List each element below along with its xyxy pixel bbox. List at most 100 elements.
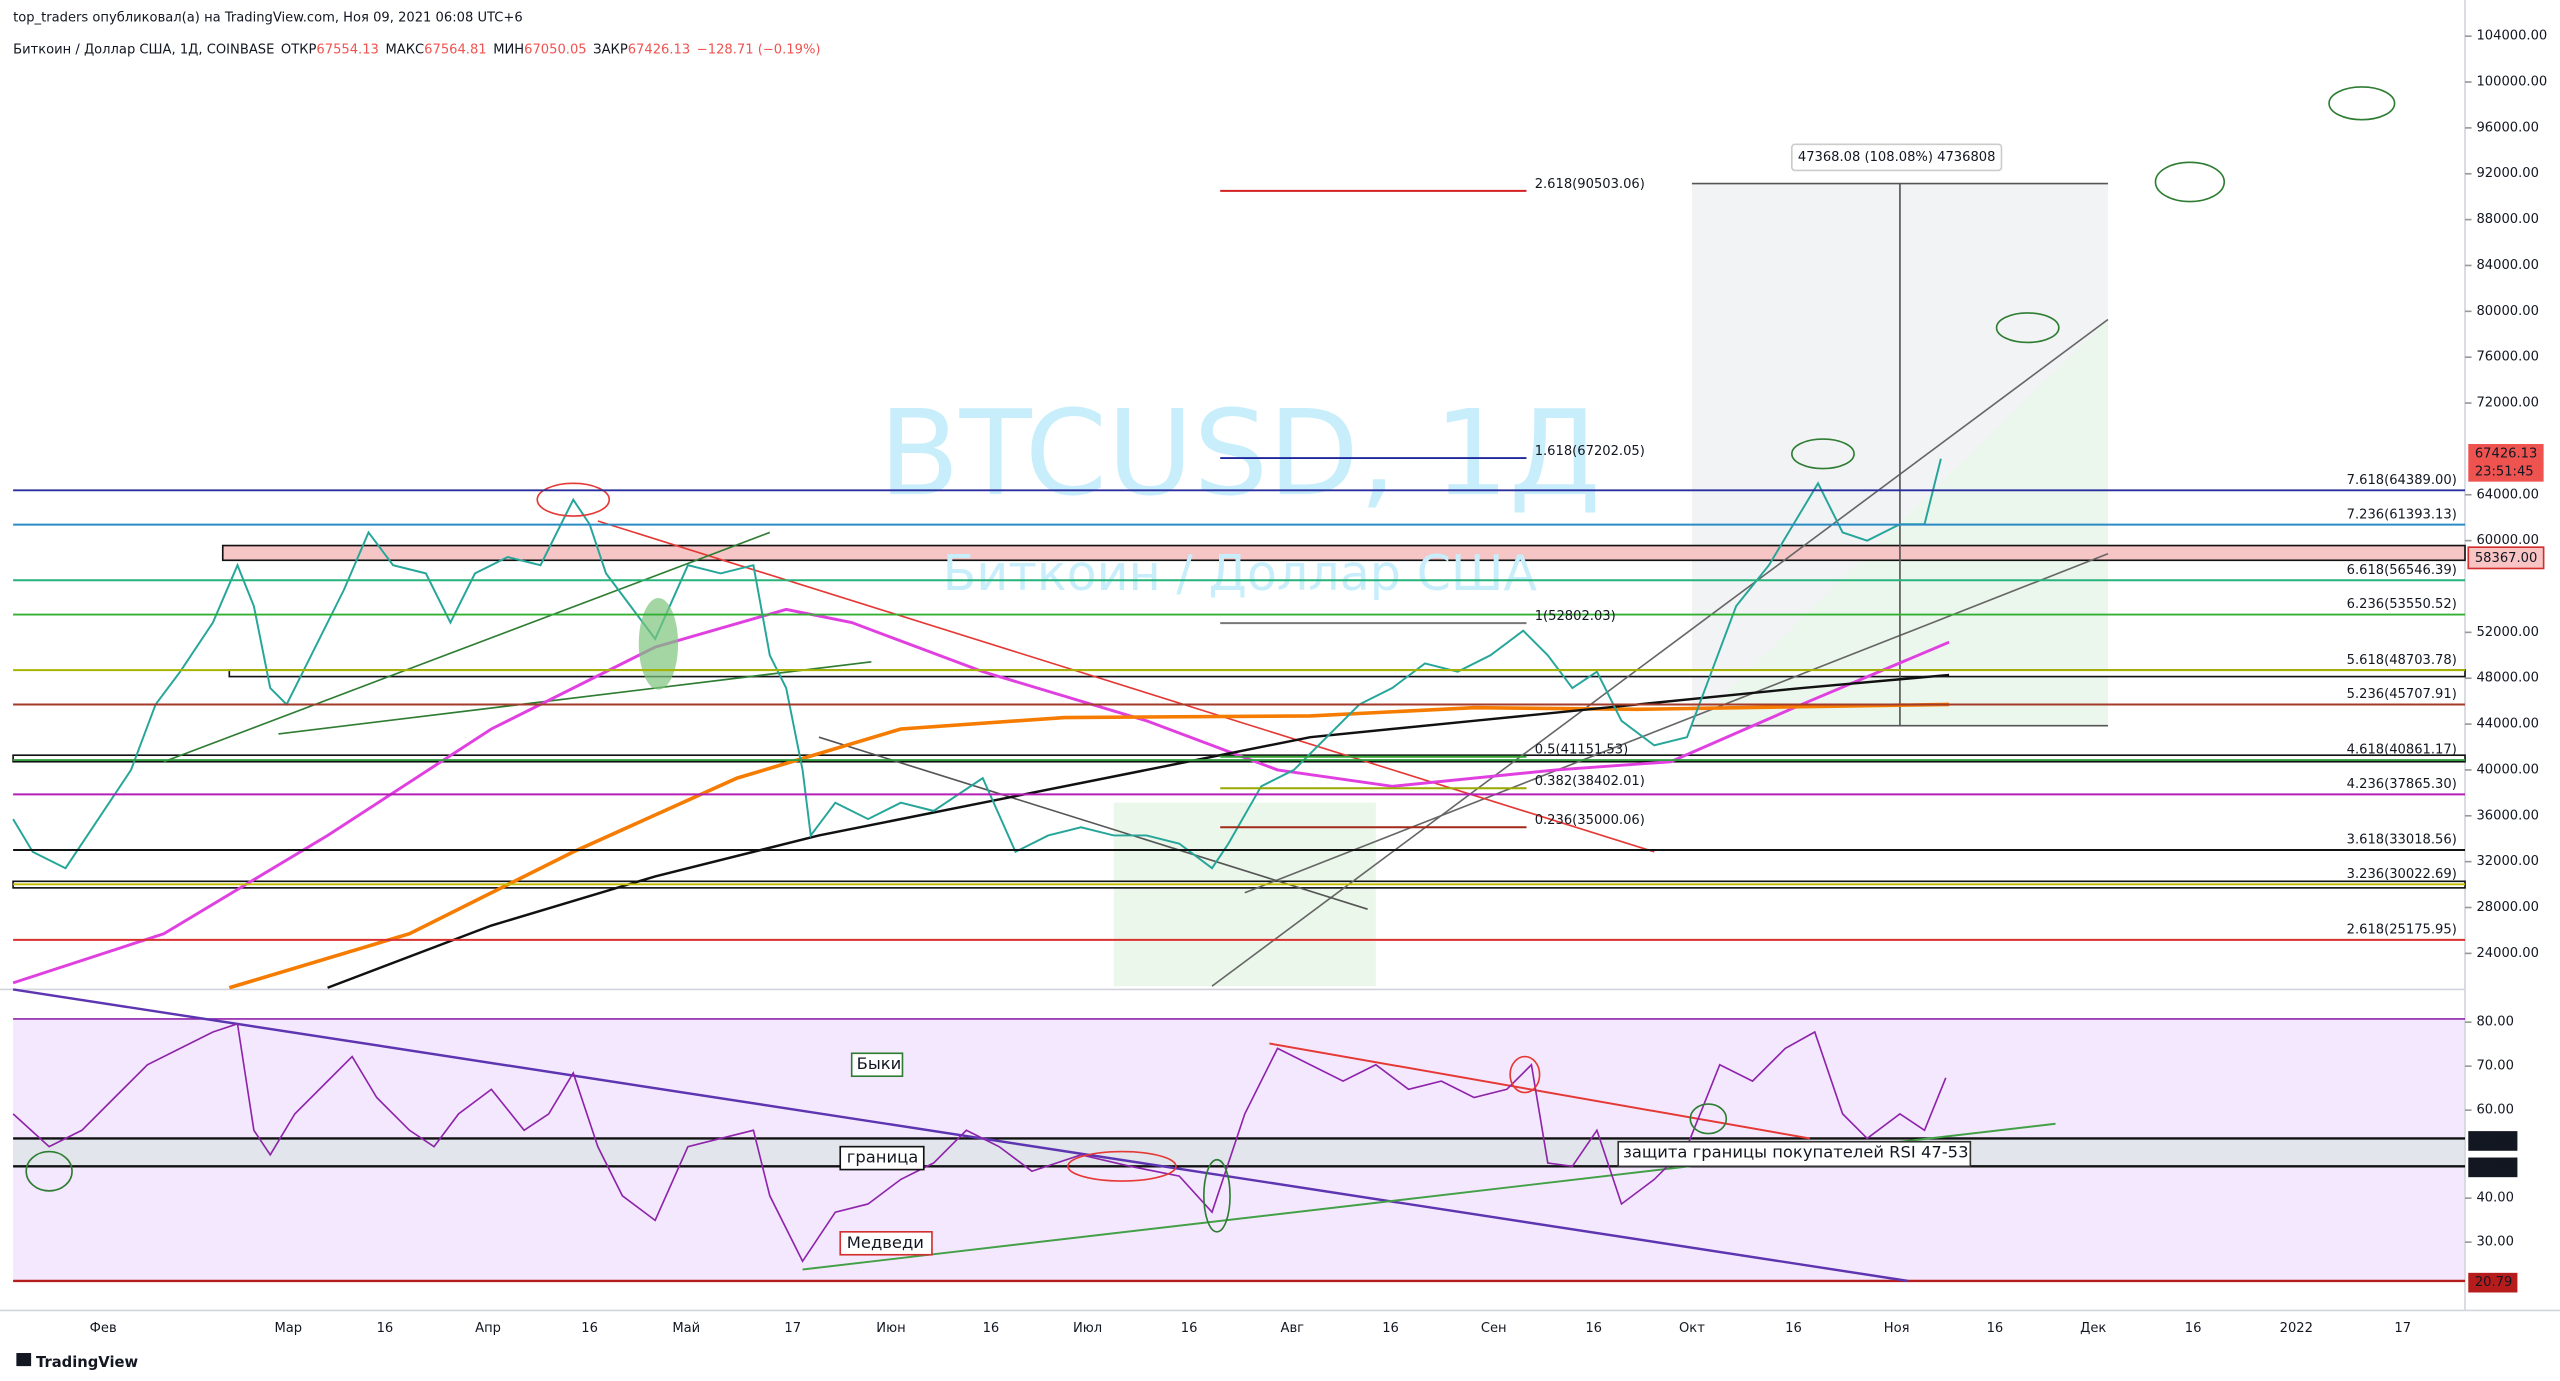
logo-mark	[16, 1353, 32, 1367]
time-tick-label: 17	[2394, 1321, 2411, 1336]
fib-label: 4.618(40861.17)	[2347, 743, 2457, 758]
moving-average	[228, 702, 1950, 990]
time-tick-label: Сен	[1481, 1321, 1507, 1336]
price-tick-label: 64000.00	[2476, 487, 2538, 502]
rsi-tag	[2468, 1272, 2518, 1293]
time-tick-label: 16	[1987, 1321, 2004, 1336]
level-tag: 58367.00	[2475, 551, 2537, 566]
highlight	[1995, 312, 2060, 344]
price-tick-label: 76000.00	[2476, 350, 2538, 365]
fib-label: 6.236(53550.52)	[2347, 597, 2457, 612]
time-tick-label: 16	[1181, 1321, 1198, 1336]
rsi-trend	[1269, 1042, 1811, 1140]
price-tick-label: 48000.00	[2476, 671, 2538, 686]
highlight	[1203, 1158, 1231, 1233]
fib-label: 7.236(61393.13)	[2347, 507, 2457, 522]
rsi-tick-label: 80.00	[2476, 1015, 2514, 1030]
publisher: top_traders опубликовал(а) на TradingVie…	[13, 11, 523, 26]
footer: TradingView	[36, 1354, 138, 1371]
trend-line	[163, 531, 771, 763]
rsi-tag-label: 20.79	[2475, 1275, 2513, 1290]
fib-label: 0.382(38402.01)	[1535, 774, 1645, 789]
price-tick-label: 84000.00	[2476, 258, 2538, 273]
zone	[221, 544, 2466, 562]
label-box	[1791, 143, 2003, 172]
price-tick-label: 88000.00	[2476, 212, 2538, 227]
price-tick-label: 96000.00	[2476, 120, 2538, 135]
change: −128.71 (−0.19%)	[697, 42, 821, 57]
price-tick-label: 72000.00	[2476, 396, 2538, 411]
fib-label: 4.236(37865.30)	[2347, 777, 2457, 792]
highlight	[25, 1150, 73, 1192]
price-tick-label: 32000.00	[2476, 854, 2538, 869]
fib-label: 1.618(67202.05)	[1535, 444, 1645, 459]
time-tick-label: Мар	[274, 1321, 302, 1336]
time-tick-label: Дек	[2080, 1321, 2106, 1336]
moving-average	[327, 673, 1950, 989]
watermark-name: Биткоин / Доллар США	[943, 544, 1538, 602]
ohlc-label: МАКС	[385, 42, 424, 57]
highlight	[1791, 438, 1855, 470]
rsi-tick-label: 30.00	[2476, 1235, 2514, 1250]
highlight	[1689, 1103, 1728, 1135]
trend-line	[818, 736, 1368, 910]
highlight	[1509, 1055, 1541, 1094]
fib-label: 3.618(33018.56)	[2347, 833, 2457, 848]
annotation: Быки	[857, 1054, 902, 1073]
moving-average	[12, 607, 1950, 985]
rsi-band	[13, 1138, 2466, 1167]
fib-label: 2.618(25175.95)	[2347, 923, 2457, 938]
fib-label: 2.618(90503.06)	[1535, 177, 1645, 192]
annotation: Медведи	[847, 1233, 924, 1252]
time-tick-label: 16	[1585, 1321, 1602, 1336]
label-box	[1617, 1140, 1972, 1168]
annotation: защита границы покупателей RSI 47-53	[1623, 1143, 1968, 1162]
time-tick-label: Фев	[90, 1321, 117, 1336]
price-tick-label: 36000.00	[2476, 808, 2538, 823]
rsi-tick-label: 60.00	[2476, 1103, 2514, 1118]
ohlc-value: 67426.13	[628, 42, 690, 57]
fib-label: 5.236(45707.91)	[2347, 687, 2457, 702]
symbol: Биткоин / Доллар США, 1Д, COINBASE	[13, 42, 274, 57]
price-tick-label: 40000.00	[2476, 762, 2538, 777]
price-tick-label: 80000.00	[2476, 304, 2538, 319]
ohlc-label: МИН	[493, 42, 524, 57]
annotation: граница	[847, 1148, 919, 1167]
price-tick-label: 100000.00	[2476, 75, 2547, 90]
ohlc-label: ЗАКР	[593, 42, 628, 57]
fib-label: 7.618(64389.00)	[2347, 473, 2457, 488]
time-tick-label: 16	[1382, 1321, 1399, 1336]
fib-label: 6.618(56546.39)	[2347, 563, 2457, 578]
fib-label: 5.618(48703.78)	[2347, 653, 2457, 668]
time-tick-label: Июл	[1073, 1321, 1102, 1336]
highlight	[536, 482, 611, 517]
price-tick-label: 28000.00	[2476, 900, 2538, 915]
fib-label: 3.236(30022.69)	[2347, 867, 2457, 882]
time-tick-label: Ноя	[1884, 1321, 1910, 1336]
price-tag	[2467, 546, 2545, 570]
trend-line	[597, 520, 1655, 853]
price-path	[12, 458, 1942, 870]
fib-label: 0.5(41151.53)	[1535, 743, 1629, 758]
ohlc-label: ОТКР	[281, 42, 317, 57]
label-box	[839, 1230, 933, 1256]
channel-line	[1211, 318, 2109, 987]
price-tick-label: 24000.00	[2476, 946, 2538, 961]
time-tick-label: Окт	[1679, 1321, 1705, 1336]
rsi-tag-label: 47.00	[2475, 1160, 2513, 1175]
time-tick-label: 2022	[2280, 1321, 2313, 1336]
countdown: 23:51:45	[2475, 464, 2534, 479]
fib-label: 1(52802.03)	[1535, 609, 1616, 624]
time-tick-label: 16	[983, 1321, 1000, 1336]
highlight	[1067, 1150, 1177, 1182]
highlight	[2154, 161, 2226, 203]
price-tick-label: 60000.00	[2476, 533, 2538, 548]
price-tag	[2468, 443, 2544, 482]
trend-line	[278, 661, 872, 735]
time-tick-label: Май	[672, 1321, 700, 1336]
time-tick-label: 16	[1785, 1321, 1802, 1336]
last-price: 67426.13	[2475, 446, 2537, 461]
logo	[16, 1353, 32, 1367]
